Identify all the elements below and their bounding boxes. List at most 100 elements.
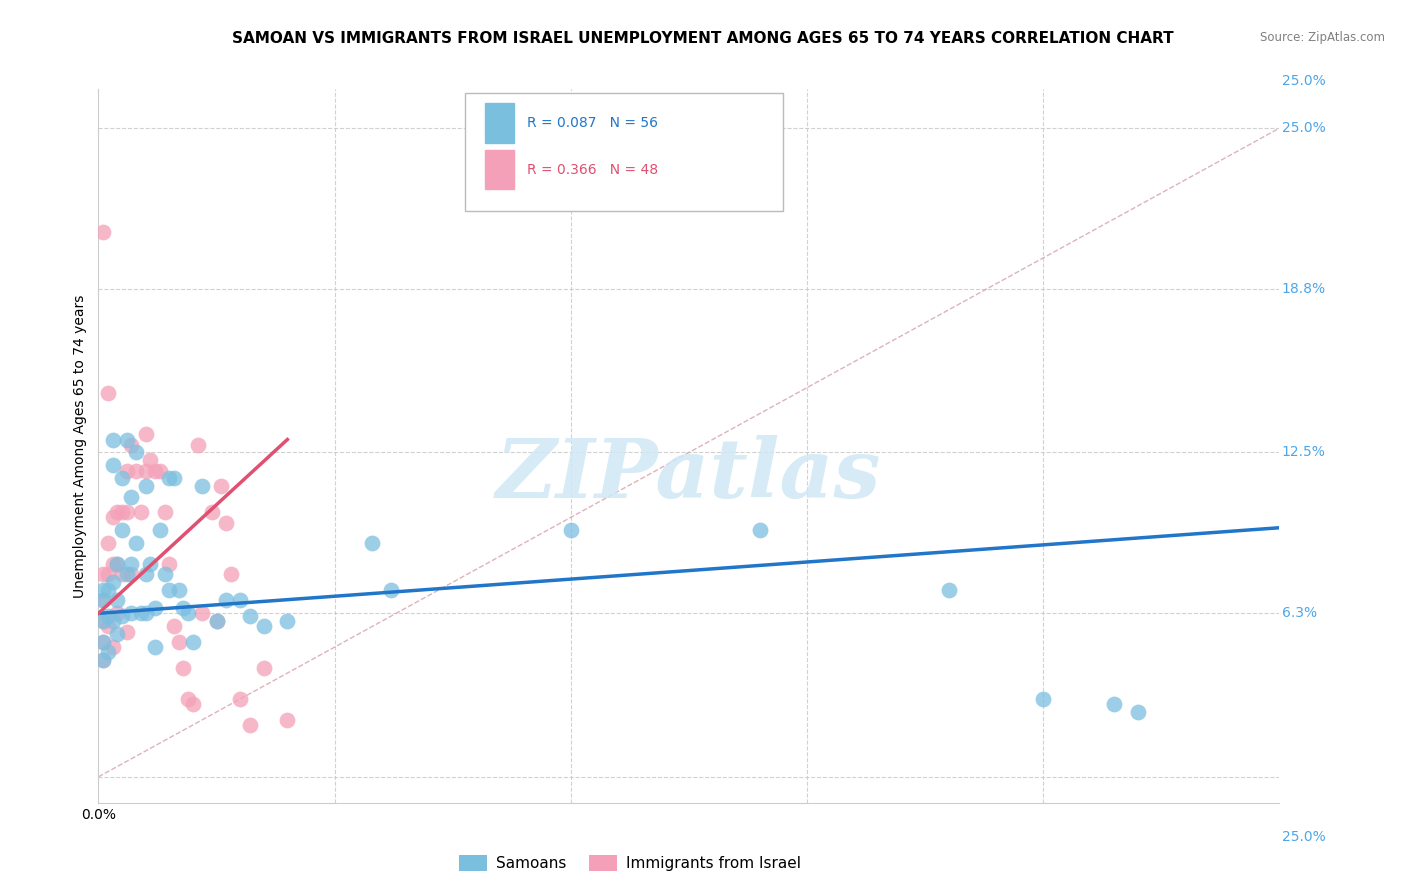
Point	[115, 464, 138, 478]
Point	[101, 575, 124, 590]
Point	[101, 614, 124, 628]
Point	[560, 524, 582, 538]
Point	[157, 557, 180, 571]
Point	[276, 713, 298, 727]
Text: 12.5%: 12.5%	[1282, 445, 1326, 459]
Text: 25.0%: 25.0%	[1282, 830, 1326, 844]
Point	[125, 464, 148, 478]
Point	[253, 661, 276, 675]
Point	[97, 582, 120, 597]
Point	[105, 505, 128, 519]
Point	[111, 471, 134, 485]
Point	[139, 453, 162, 467]
Point	[177, 692, 200, 706]
Point	[172, 601, 194, 615]
Point	[135, 464, 157, 478]
Text: 18.8%: 18.8%	[1282, 282, 1326, 296]
Point	[91, 635, 114, 649]
Point	[157, 582, 180, 597]
Point	[1126, 705, 1149, 719]
Point	[191, 607, 214, 621]
Point	[215, 516, 238, 530]
Point	[91, 614, 114, 628]
Point	[91, 614, 114, 628]
Point	[91, 225, 114, 239]
Legend: Samoans, Immigrants from Israel: Samoans, Immigrants from Israel	[453, 849, 807, 877]
Point	[380, 582, 402, 597]
Text: R = 0.366   N = 48: R = 0.366 N = 48	[527, 163, 658, 177]
Point	[91, 593, 114, 607]
Point	[135, 479, 157, 493]
Point	[239, 718, 262, 732]
Point	[209, 479, 232, 493]
Point	[115, 624, 138, 639]
Point	[143, 464, 166, 478]
Point	[91, 653, 114, 667]
Point	[181, 697, 204, 711]
Point	[229, 593, 252, 607]
Point	[121, 607, 143, 621]
Text: 25.0%: 25.0%	[1282, 74, 1326, 87]
Point	[139, 557, 162, 571]
Text: SAMOAN VS IMMIGRANTS FROM ISRAEL UNEMPLOYMENT AMONG AGES 65 TO 74 YEARS CORRELAT: SAMOAN VS IMMIGRANTS FROM ISRAEL UNEMPLO…	[232, 31, 1174, 46]
Point	[1032, 692, 1054, 706]
Point	[111, 609, 134, 624]
Point	[105, 627, 128, 641]
Point	[91, 593, 114, 607]
Point	[1102, 697, 1125, 711]
Text: Source: ZipAtlas.com: Source: ZipAtlas.com	[1260, 31, 1385, 45]
FancyBboxPatch shape	[485, 150, 515, 189]
Text: R = 0.087   N = 56: R = 0.087 N = 56	[527, 117, 658, 130]
Point	[938, 582, 960, 597]
Point	[143, 640, 166, 654]
Point	[135, 607, 157, 621]
Point	[101, 640, 124, 654]
Point	[101, 433, 124, 447]
Point	[187, 438, 209, 452]
Point	[149, 524, 172, 538]
Point	[129, 505, 152, 519]
Point	[97, 385, 120, 400]
Point	[163, 619, 186, 633]
Point	[105, 593, 128, 607]
Point	[181, 635, 204, 649]
Point	[97, 619, 120, 633]
Point	[229, 692, 252, 706]
Point	[125, 536, 148, 550]
Point	[143, 601, 166, 615]
Point	[163, 471, 186, 485]
Point	[172, 661, 194, 675]
Point	[111, 505, 134, 519]
Point	[153, 505, 176, 519]
Point	[101, 458, 124, 473]
Point	[361, 536, 384, 550]
Point	[167, 582, 190, 597]
Y-axis label: Unemployment Among Ages 65 to 74 years: Unemployment Among Ages 65 to 74 years	[73, 294, 87, 598]
Point	[121, 490, 143, 504]
Point	[91, 635, 114, 649]
Point	[121, 438, 143, 452]
Point	[115, 505, 138, 519]
Point	[205, 614, 228, 628]
Point	[135, 567, 157, 582]
Point	[101, 510, 124, 524]
Point	[121, 557, 143, 571]
Point	[111, 567, 134, 582]
Point	[239, 609, 262, 624]
Point	[219, 567, 242, 582]
Point	[115, 433, 138, 447]
Point	[125, 445, 148, 459]
Point	[201, 505, 224, 519]
Point	[91, 653, 114, 667]
Point	[111, 524, 134, 538]
Text: 25.0%: 25.0%	[1282, 121, 1326, 135]
Point	[105, 557, 128, 571]
FancyBboxPatch shape	[464, 93, 783, 211]
Point	[121, 567, 143, 582]
Point	[105, 607, 128, 621]
Point	[115, 567, 138, 582]
Point	[105, 557, 128, 571]
Text: ZIPatlas: ZIPatlas	[496, 434, 882, 515]
Point	[97, 645, 120, 659]
Point	[135, 427, 157, 442]
